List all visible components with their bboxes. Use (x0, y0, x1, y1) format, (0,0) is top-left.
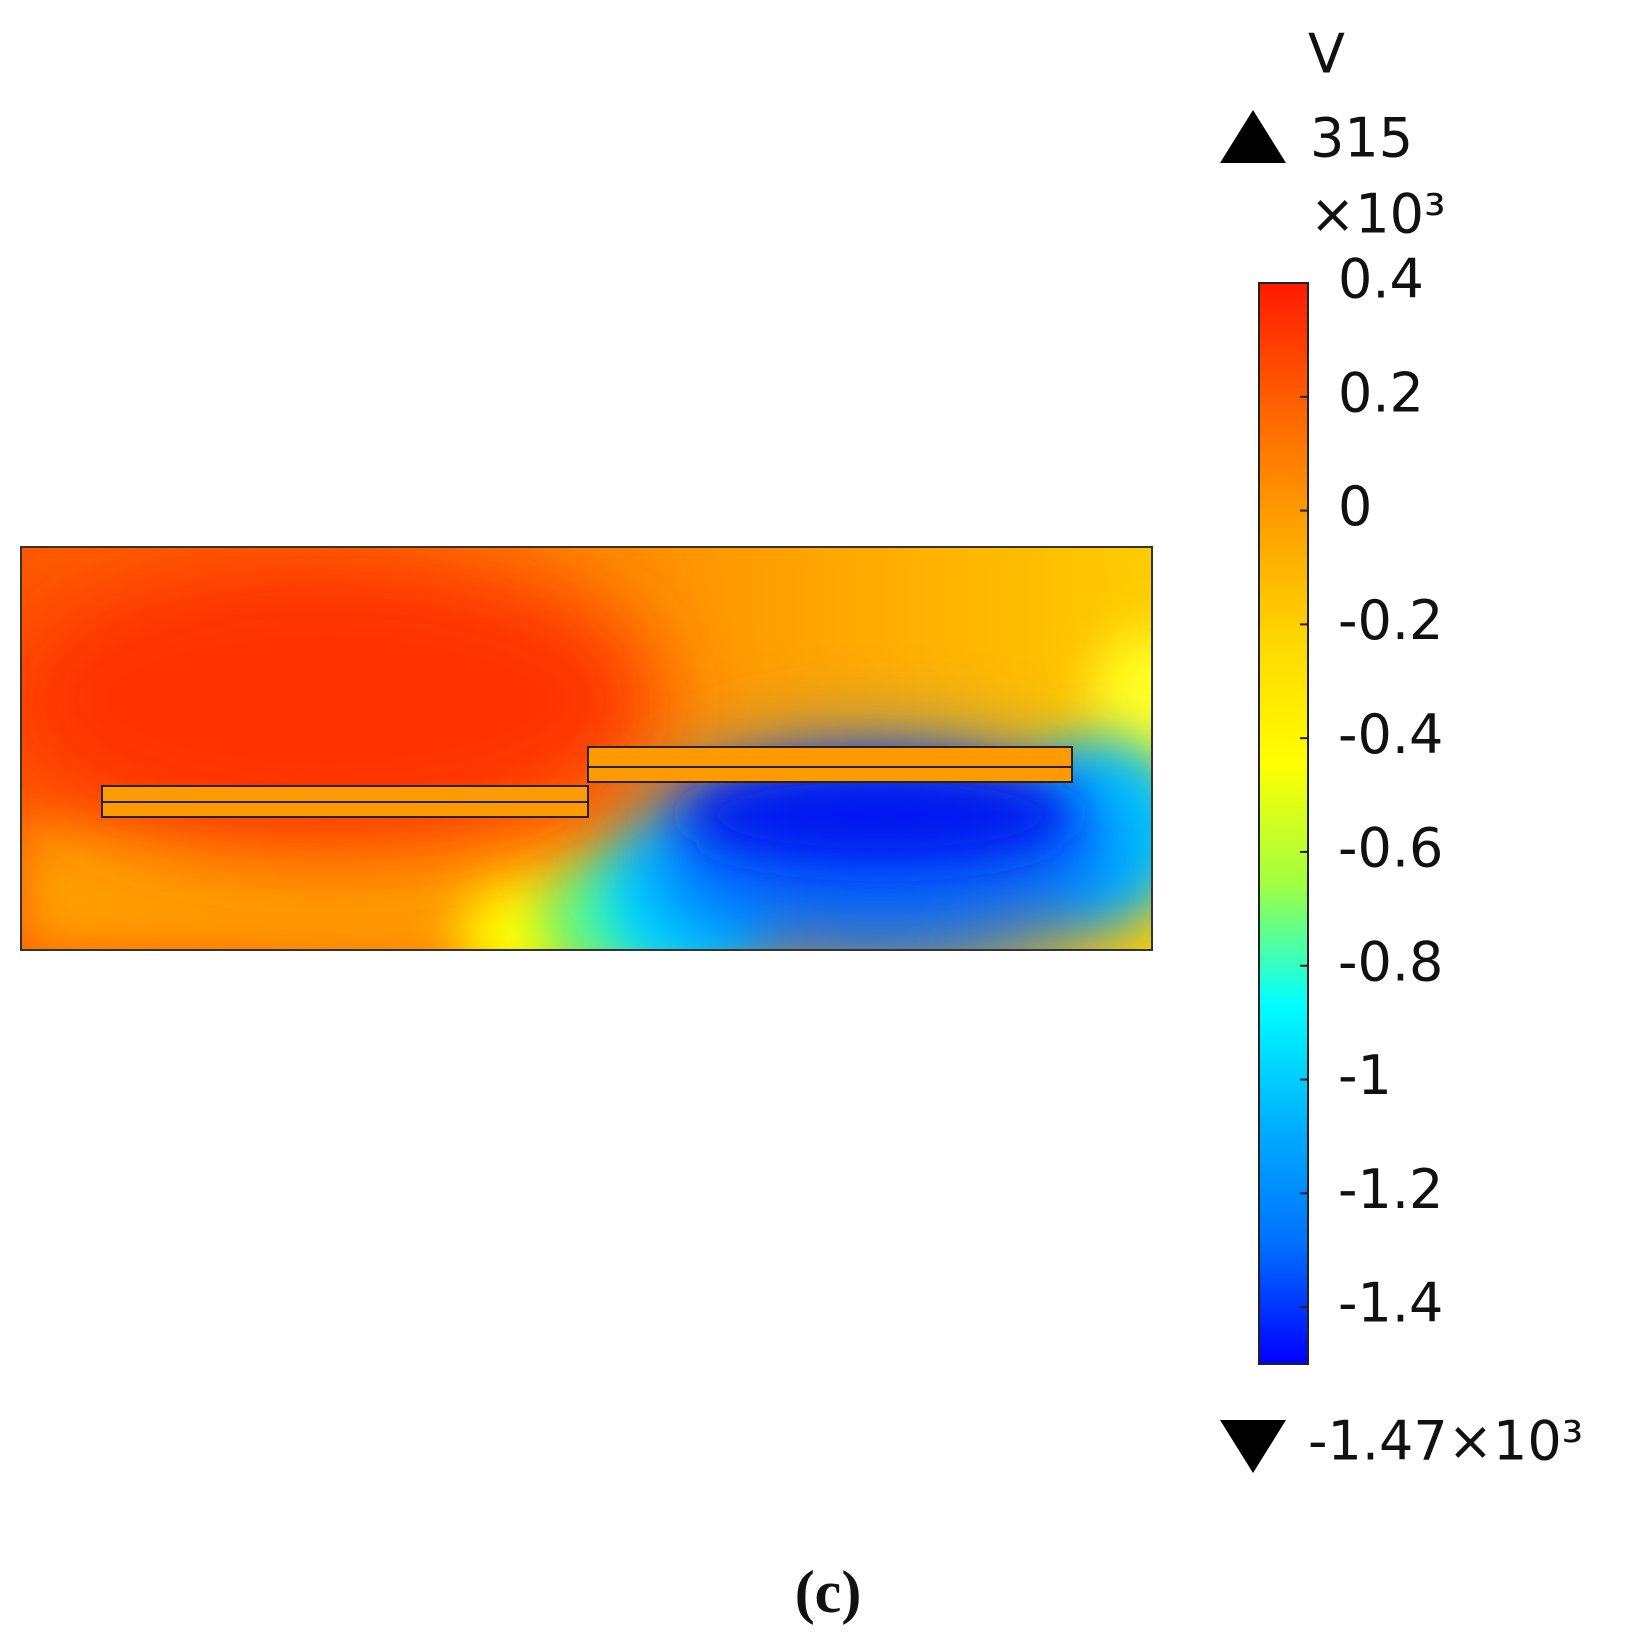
colorbar-tick-label: -1.4 (1338, 1272, 1443, 1335)
colorbar (1258, 282, 1309, 1365)
caption: (c) (795, 1559, 862, 1625)
colorbar-tick-label: -0.2 (1338, 589, 1443, 652)
electrodes (101, 746, 1073, 818)
potential-field (21, 547, 1152, 950)
scale-label: ×10³ (1310, 183, 1446, 246)
colorbar-tick-label: -0.4 (1338, 703, 1443, 766)
domain-border (20, 546, 1153, 951)
colorbar-tick-label: -1 (1338, 1044, 1392, 1107)
colorbar-tick-label: -0.8 (1338, 930, 1443, 993)
colorbar-tick-label: -1.2 (1338, 1158, 1443, 1221)
colorbar-tick-label: 0.4 (1338, 248, 1424, 311)
max-label: 315 (1310, 107, 1413, 170)
colorbar-tick-label: 0 (1338, 475, 1372, 538)
max-marker (1220, 110, 1286, 163)
colorbar-tick-label: -0.6 (1338, 817, 1443, 880)
colorbar-tick-label: 0.2 (1338, 361, 1424, 424)
unit-label: V (1308, 23, 1345, 86)
min-label: -1.47×10³ (1308, 1410, 1583, 1473)
min-marker (1220, 1420, 1286, 1473)
